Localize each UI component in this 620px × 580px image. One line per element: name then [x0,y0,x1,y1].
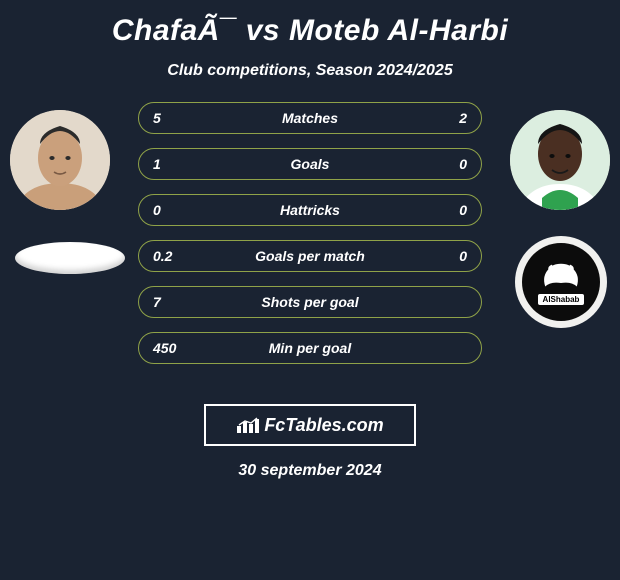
player-left-avatar-svg [10,110,110,210]
stat-left-value: 1 [153,156,195,172]
player-right-avatar [510,110,610,210]
stat-row-shots-per-goal: 7 Shots per goal [138,286,482,318]
stat-left-value: 450 [153,340,195,356]
stat-label: Goals [195,156,425,172]
stat-label: Hattricks [195,202,425,218]
stat-row-matches: 5 Matches 2 [138,102,482,134]
stat-label: Min per goal [195,340,425,356]
stat-left-value: 5 [153,110,195,126]
stat-row-goals: 1 Goals 0 [138,148,482,180]
lion-icon [540,260,582,292]
player-right-club-logo: AlShabab [515,236,605,326]
subtitle: Club competitions, Season 2024/2025 [0,62,620,80]
date-text: 30 september 2024 [0,462,620,480]
stat-rows: 5 Matches 2 1 Goals 0 0 Hattricks 0 0.2 … [138,102,482,364]
right-club-circle: AlShabab [515,236,607,328]
player-right-avatar-svg [510,110,610,210]
left-club-ellipse [15,242,125,274]
stat-row-goals-per-match: 0.2 Goals per match 0 [138,240,482,272]
stat-left-value: 7 [153,294,195,310]
brand-box: FcTables.com [204,404,416,446]
stat-left-value: 0 [153,202,195,218]
comparison-card: ChafaÃ¯ vs Moteb Al-Harbi Club competiti… [0,0,620,580]
stat-label: Goals per match [195,248,425,264]
player-left-club-logo [25,236,115,326]
comparison-body: AlShabab 5 Matches 2 1 Goals 0 0 Hattric… [0,110,620,390]
brand-text: FcTables.com [264,415,383,436]
brand-chart-icon [236,416,260,434]
page-title: ChafaÃ¯ vs Moteb Al-Harbi [0,14,620,48]
stat-right-value: 0 [425,248,467,264]
stat-row-hattricks: 0 Hattricks 0 [138,194,482,226]
stat-right-value: 2 [425,110,467,126]
right-club-label: AlShabab [538,294,585,305]
stat-row-min-per-goal: 450 Min per goal [138,332,482,364]
stat-right-value: 0 [425,202,467,218]
player-left-avatar [10,110,110,210]
stat-label: Matches [195,110,425,126]
stat-label: Shots per goal [195,294,425,310]
right-club-inner: AlShabab [522,243,600,321]
stat-right-value: 0 [425,156,467,172]
stat-left-value: 0.2 [153,248,195,264]
